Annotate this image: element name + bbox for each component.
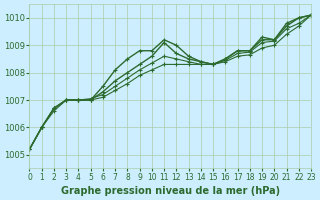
- X-axis label: Graphe pression niveau de la mer (hPa): Graphe pression niveau de la mer (hPa): [61, 186, 280, 196]
